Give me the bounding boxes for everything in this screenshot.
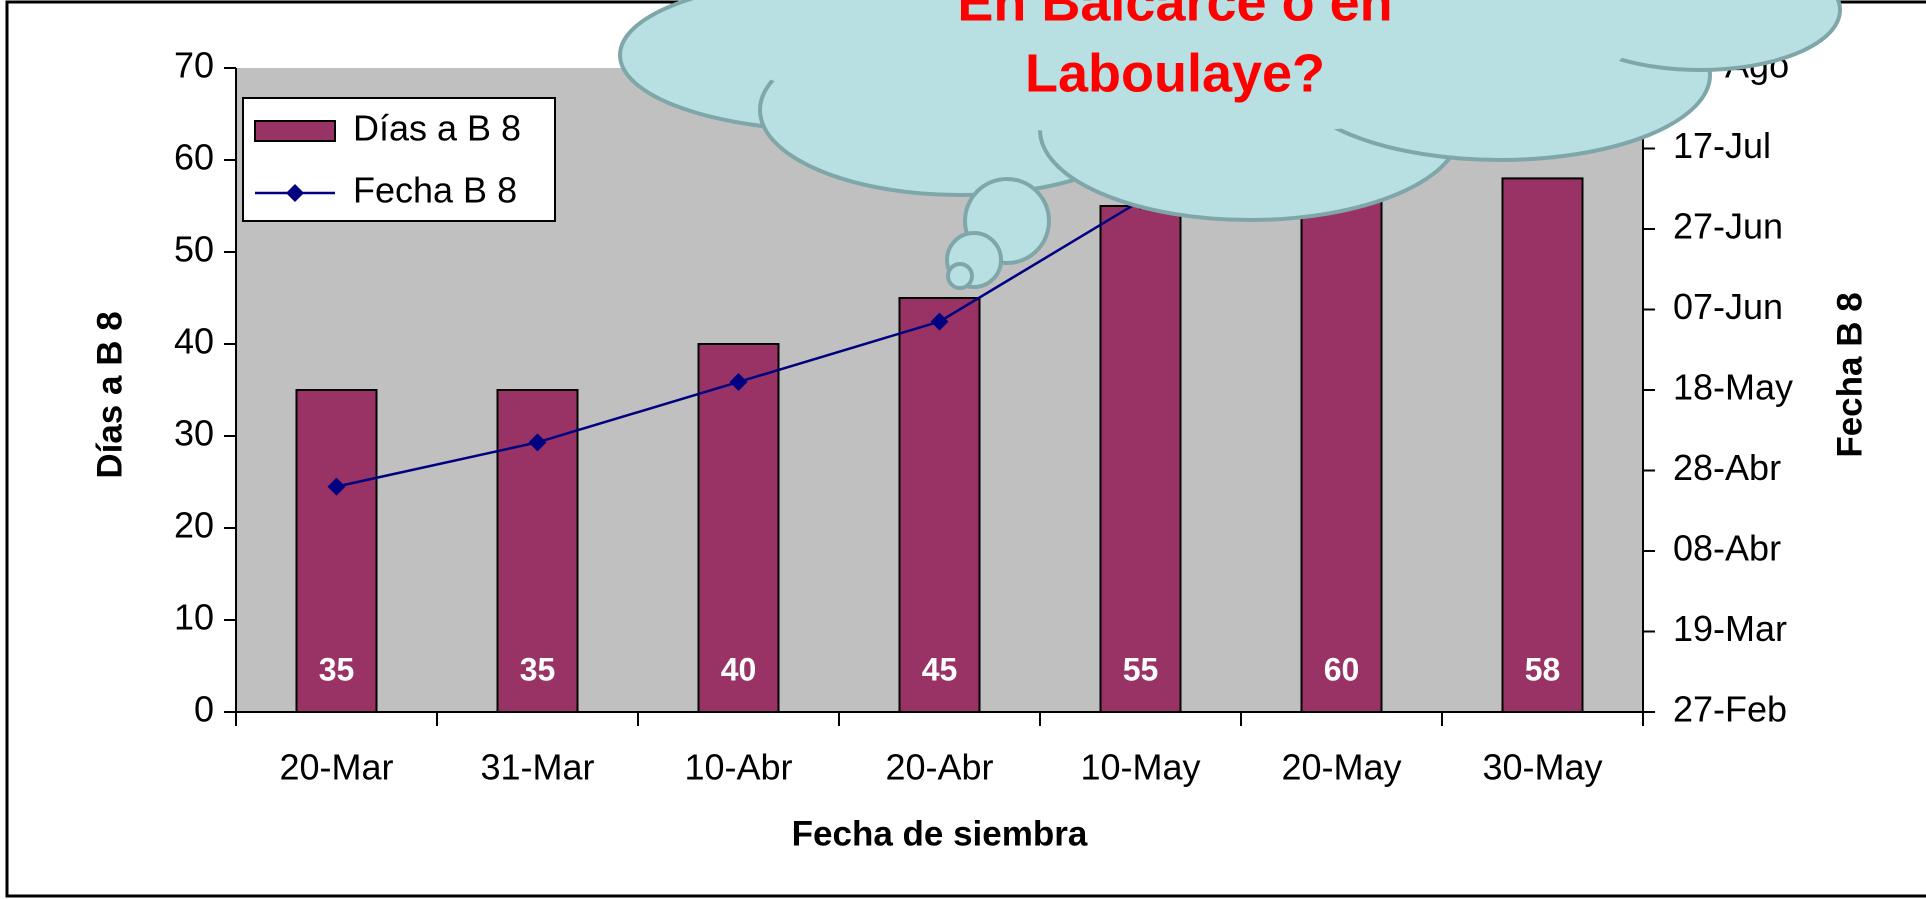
bar-value-label: 58 — [1525, 651, 1561, 687]
y-tick-label: 70 — [174, 45, 214, 86]
legend-label: Días a B 8 — [353, 108, 521, 149]
bar — [1503, 178, 1583, 712]
y2-tick-label: 17-Jul — [1673, 125, 1771, 166]
x-tick-label: 30-May — [1482, 747, 1602, 788]
legend-swatch — [255, 121, 335, 141]
y-axis-title: Días a B 8 — [90, 311, 129, 478]
y2-axis-title: Fecha B 8 — [1830, 292, 1869, 457]
chart: 0 10 20 30 40 50 60 70 27-Feb 19-Mar 08-Abr 28-Abr 1… — [0, 0, 1926, 899]
y-tick-label: 0 — [194, 689, 214, 730]
bar-value-label: 60 — [1324, 651, 1360, 687]
bar-value-label: 55 — [1123, 651, 1159, 687]
y-tick-label: 20 — [174, 505, 214, 546]
x-tick-label: 31-Mar — [480, 747, 594, 788]
legend-label: Fecha B 8 — [353, 170, 517, 211]
y2-tick-label: 27-Jun — [1673, 206, 1783, 247]
x-axis-title: Fecha de siembra — [792, 814, 1088, 853]
annotation-line: Laboulaye? — [1025, 43, 1325, 103]
y2-tick-label: 27-Feb — [1673, 689, 1787, 730]
bar-value-label: 40 — [721, 651, 757, 687]
x-tick-label: 10-Abr — [684, 747, 792, 788]
x-tick-label: 10-May — [1080, 747, 1200, 788]
bar — [900, 298, 980, 712]
y2-tick-label: 08-Abr — [1673, 528, 1781, 569]
bar — [1302, 160, 1382, 712]
bar-value-label: 35 — [520, 651, 556, 687]
bar — [1101, 206, 1181, 712]
y-tick-label: 50 — [174, 229, 214, 270]
y2-tick-label: 07-Jun — [1673, 286, 1783, 327]
x-tick-label: 20-Abr — [885, 747, 993, 788]
y-tick-label: 60 — [174, 137, 214, 178]
y2-tick-label: 28-Abr — [1673, 447, 1781, 488]
annotation-line: En Balcarce o en — [957, 0, 1392, 32]
y-tick-label: 30 — [174, 413, 214, 454]
y2-tick-label: 18-May — [1673, 367, 1793, 408]
y-tick-label: 40 — [174, 321, 214, 362]
bar-value-label: 35 — [319, 651, 355, 687]
x-tick-label: 20-May — [1281, 747, 1401, 788]
y-tick-label: 10 — [174, 597, 214, 638]
bar-value-label: 45 — [922, 651, 958, 687]
y2-tick-label: 19-Mar — [1673, 608, 1787, 649]
x-tick-label: 20-Mar — [279, 747, 393, 788]
